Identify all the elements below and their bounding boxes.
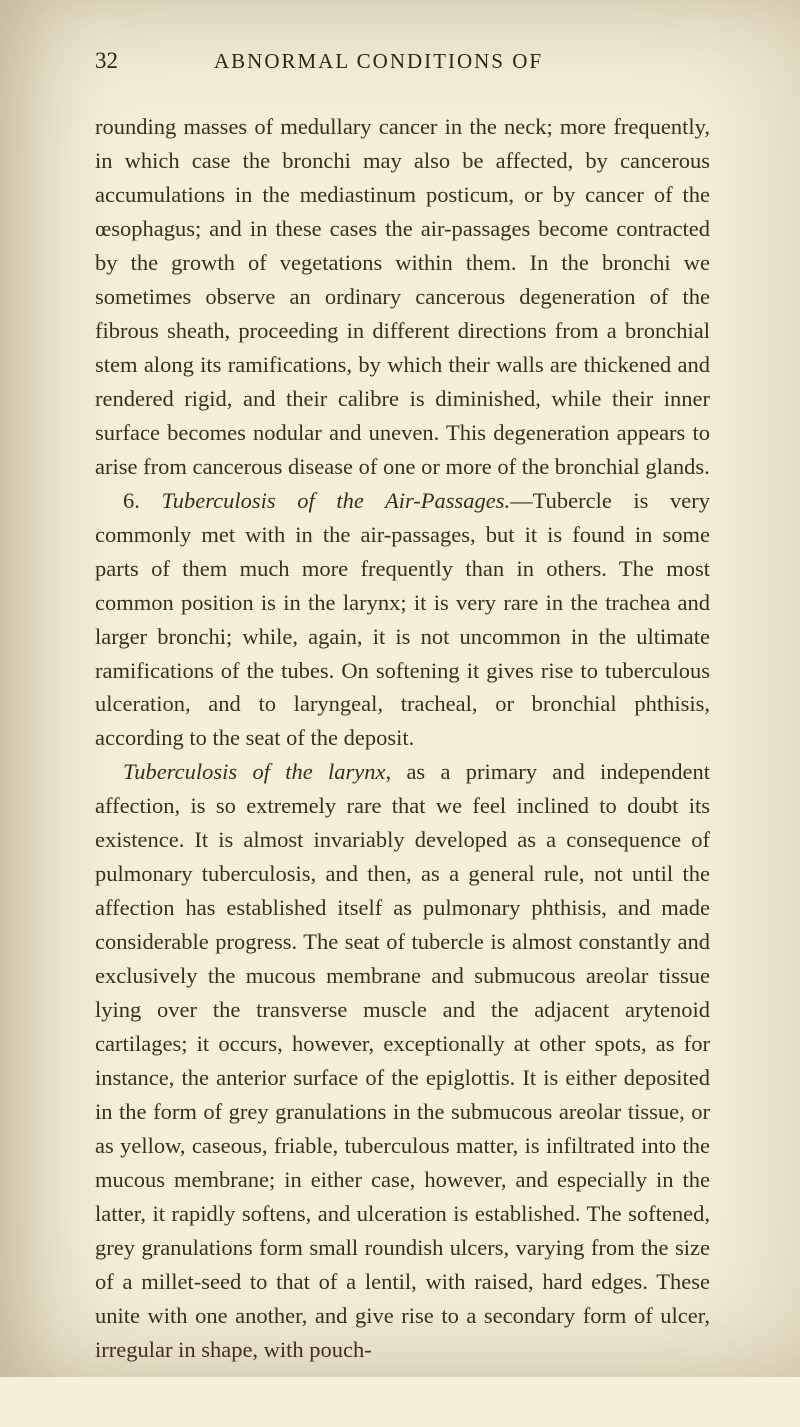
body-text: rounding masses of medullary cancer in t…: [95, 110, 710, 1367]
page-header: 32 ABNORMAL CONDITIONS OF: [95, 48, 710, 74]
page-content: 32 ABNORMAL CONDITIONS OF rounding masse…: [0, 0, 800, 1427]
paragraph-2-rest: —Tubercle is very commonly met with in t…: [95, 488, 710, 751]
running-title: ABNORMAL CONDITIONS OF: [214, 49, 543, 74]
paragraph-3: Tuberculosis of the larynx, as a primary…: [95, 755, 710, 1366]
section-title-italic: Tuberculosis of the Air-Passages.: [161, 488, 510, 513]
paragraph-3-rest: , as a primary and independent affection…: [95, 759, 710, 1361]
paragraph-1: rounding masses of medullary cancer in t…: [95, 110, 710, 484]
paragraph-2: 6. Tuberculosis of the Air-Passages.—Tub…: [95, 484, 710, 756]
section-number: 6.: [123, 488, 161, 513]
page-number: 32: [95, 48, 118, 74]
subsection-title-italic: Tuberculosis of the larynx: [123, 759, 386, 784]
